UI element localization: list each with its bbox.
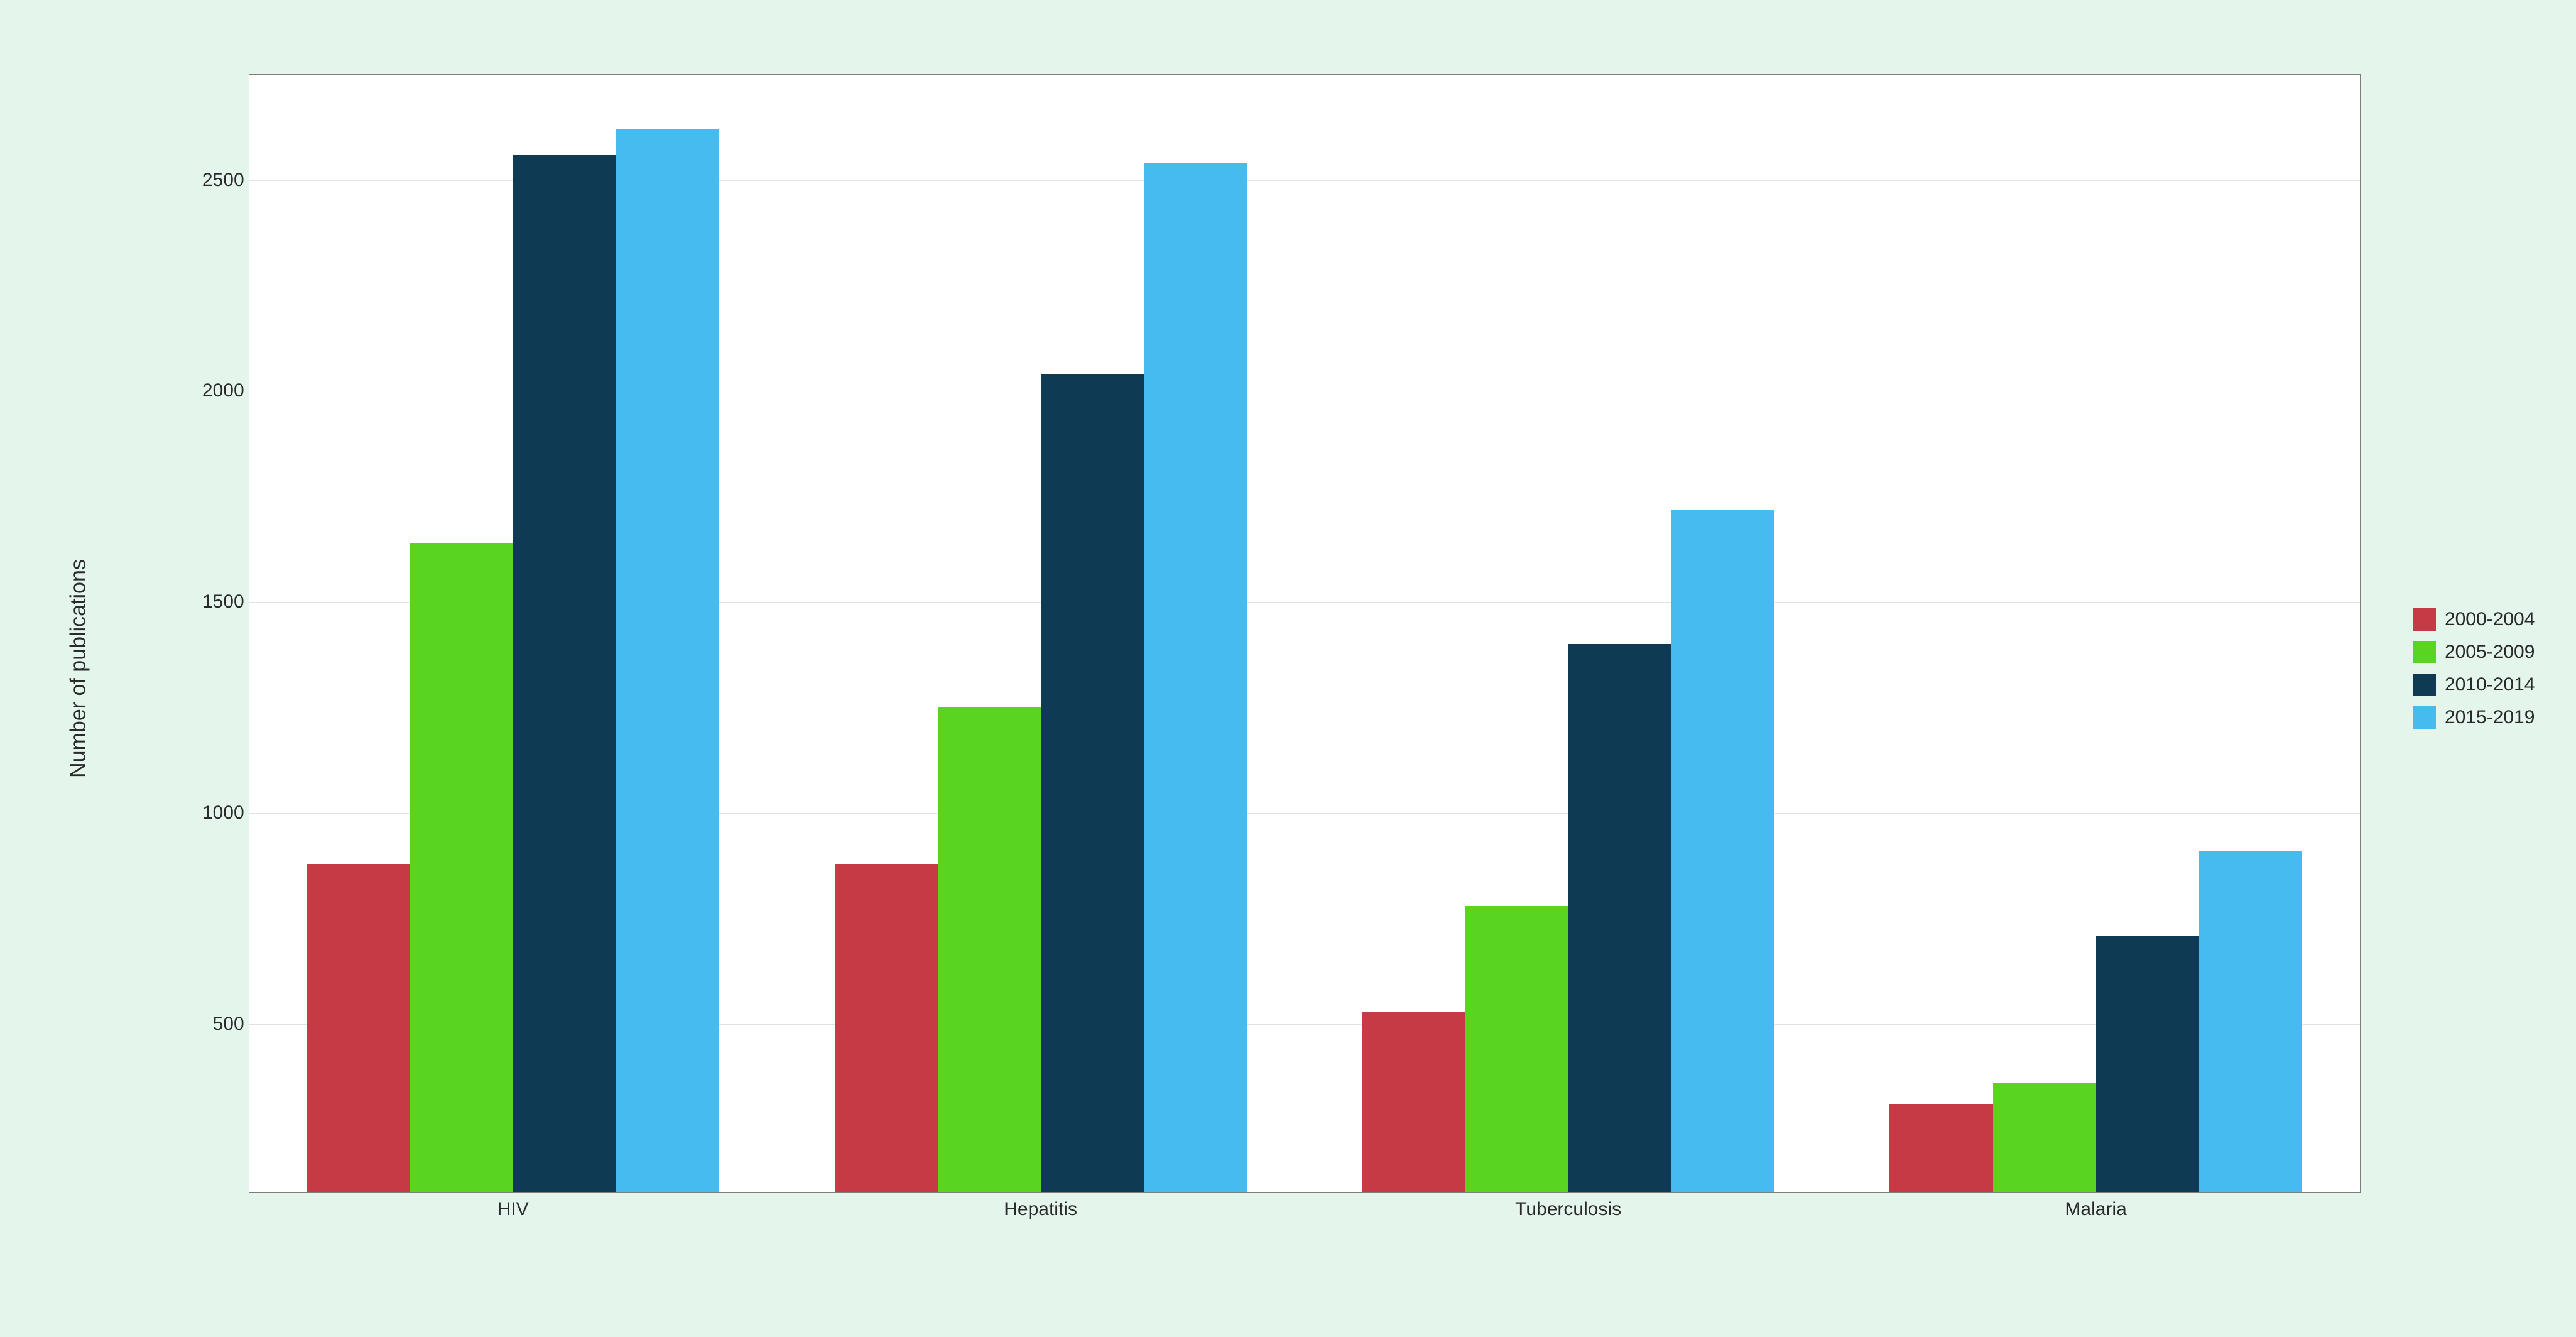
- plot-region: Number of publications 50010001500200025…: [36, 36, 2396, 1301]
- bar: [2096, 936, 2199, 1193]
- bar: [513, 155, 616, 1192]
- legend: 2000-2004 2005-2009 2010-2014 2015-2019: [2396, 603, 2540, 734]
- bar: [307, 864, 410, 1193]
- y-tick-label: 500: [213, 1013, 249, 1035]
- chart-wrap: Number of publications 50010001500200025…: [36, 36, 2540, 1301]
- x-tick-label: HIV: [497, 1192, 529, 1220]
- bar: [410, 543, 513, 1192]
- bar: [1465, 906, 1568, 1193]
- bar: [1889, 1104, 1992, 1192]
- legend-swatch: [2413, 641, 2436, 663]
- bar: [1993, 1083, 2096, 1193]
- bar: [1362, 1012, 1465, 1193]
- bar: [2199, 851, 2302, 1193]
- legend-swatch: [2413, 608, 2436, 631]
- legend-item: 2005-2009: [2413, 641, 2535, 663]
- y-tick-label: 2000: [202, 380, 249, 401]
- bar: [616, 129, 719, 1192]
- chart-container: Number of publications 50010001500200025…: [0, 0, 2576, 1337]
- legend-item: 2000-2004: [2413, 608, 2535, 631]
- bar: [1041, 374, 1144, 1193]
- y-axis-label: Number of publications: [67, 559, 91, 778]
- x-tick-label: Malaria: [2065, 1192, 2126, 1220]
- legend-label: 2010-2014: [2445, 674, 2535, 696]
- bar: [1671, 510, 1774, 1193]
- bar: [1144, 163, 1247, 1193]
- y-tick-label: 2500: [202, 170, 249, 191]
- y-tick-label: 1000: [202, 802, 249, 824]
- bar: [1568, 644, 1671, 1192]
- x-tick-label: Hepatitis: [1004, 1192, 1077, 1220]
- legend-swatch: [2413, 706, 2436, 729]
- x-tick-label: Tuberculosis: [1515, 1192, 1621, 1220]
- legend-label: 2000-2004: [2445, 609, 2535, 630]
- legend-swatch: [2413, 674, 2436, 696]
- plot-panel: 5001000150020002500HIVHepatitisTuberculo…: [249, 74, 2361, 1194]
- legend-label: 2005-2009: [2445, 641, 2535, 663]
- legend-label: 2015-2019: [2445, 707, 2535, 728]
- bar: [938, 707, 1041, 1192]
- legend-item: 2015-2019: [2413, 706, 2535, 729]
- bar: [835, 864, 938, 1193]
- y-tick-label: 1500: [202, 591, 249, 613]
- legend-item: 2010-2014: [2413, 674, 2535, 696]
